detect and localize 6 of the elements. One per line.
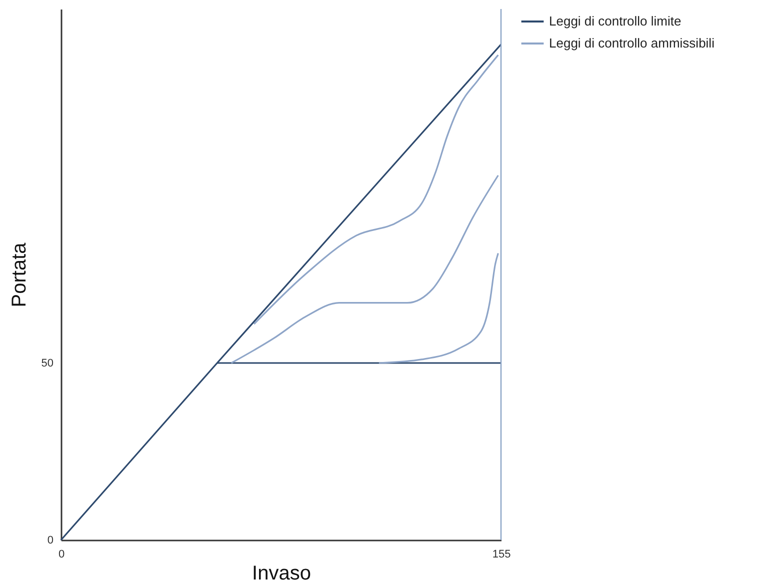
y-tick-label: 50 (41, 358, 54, 370)
y-axis-title: Portata (8, 242, 30, 308)
legend-label: Leggi di controllo ammissibili (549, 36, 715, 50)
legend-label: Leggi di controllo limite (549, 14, 682, 28)
x-axis-title: Invaso (252, 562, 311, 584)
x-tick-label: 155 (492, 548, 511, 560)
